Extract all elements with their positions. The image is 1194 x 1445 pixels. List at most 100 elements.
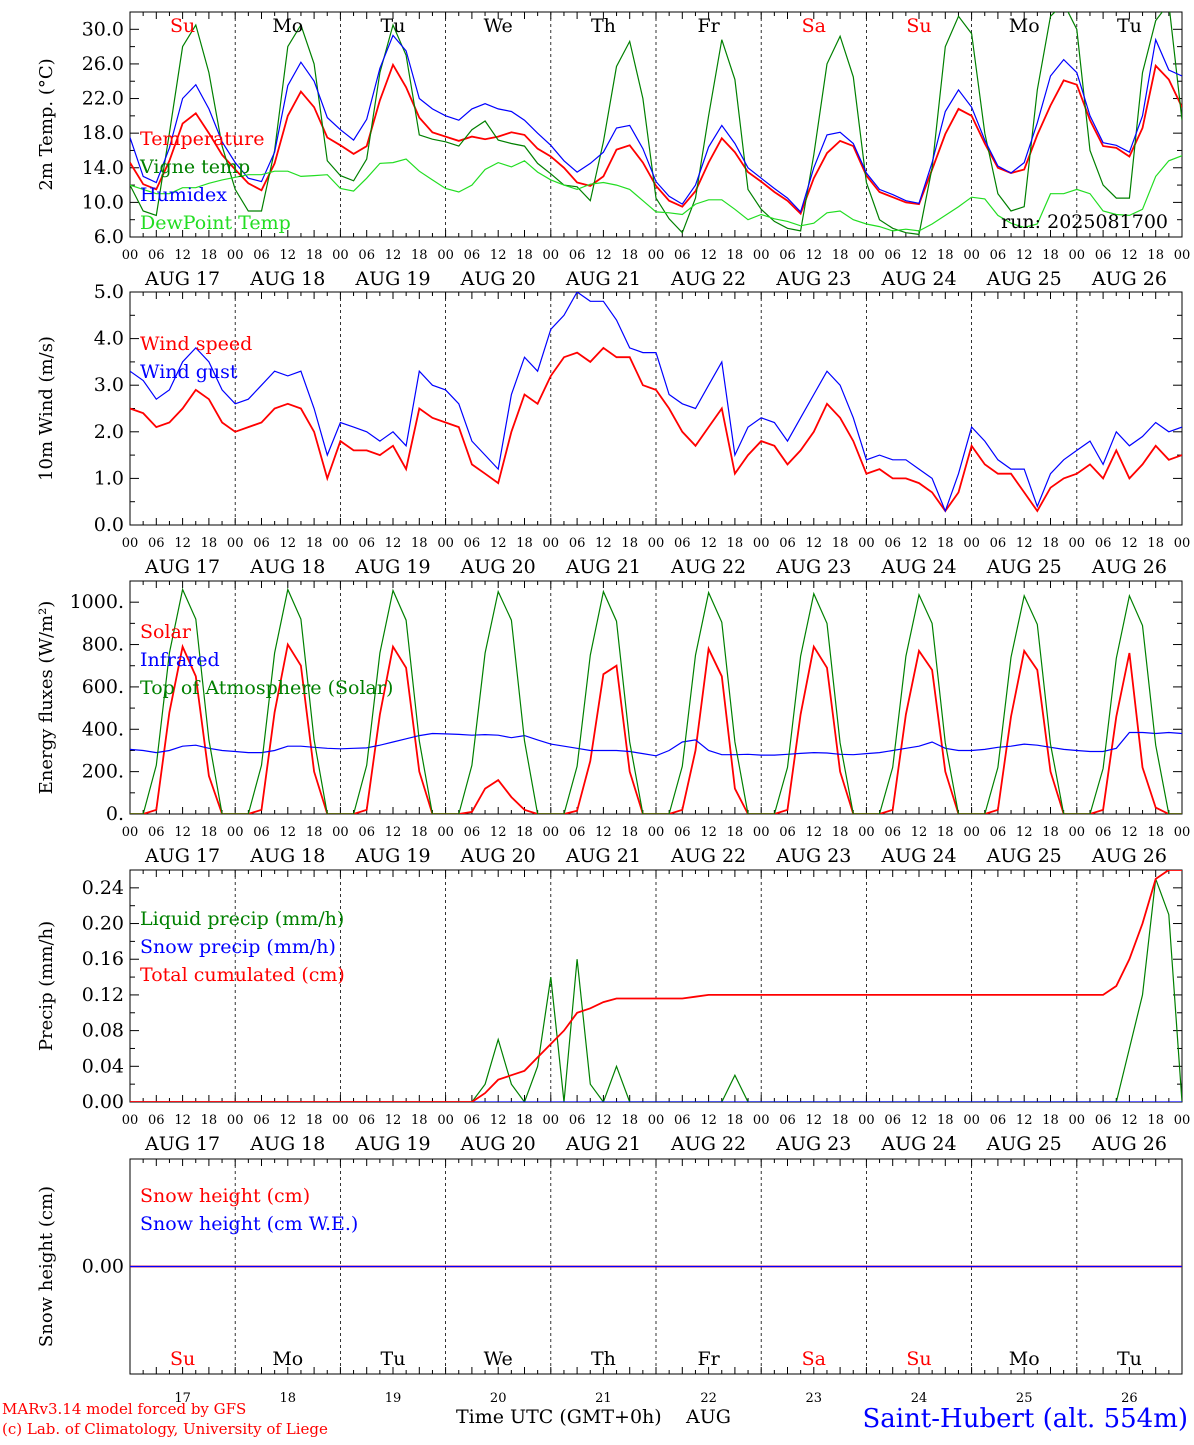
hour-tick-label: 00 xyxy=(227,825,244,840)
hour-tick-label: 06 xyxy=(1095,1113,1112,1128)
hour-tick-label: 12 xyxy=(595,1113,612,1128)
hour-tick-label: 00 xyxy=(543,248,560,263)
hour-tick-label: 18 xyxy=(832,248,849,263)
footer-model: MARv3.14 model forced by GFS xyxy=(2,1400,246,1418)
hour-tick-label: 06 xyxy=(253,825,270,840)
y-tick-label: 0.04 xyxy=(82,1055,124,1077)
hour-tick-label: 18 xyxy=(411,825,428,840)
hour-tick-label: 12 xyxy=(490,1113,507,1128)
hour-tick-label: 18 xyxy=(621,825,638,840)
date-label: AUG 22 xyxy=(670,1133,746,1155)
hour-tick-label: 00 xyxy=(227,536,244,551)
hour-tick-label: 06 xyxy=(674,248,691,263)
day-number: 19 xyxy=(385,1391,402,1406)
y-tick-label: 3.0 xyxy=(94,374,124,396)
weekday-label: Mo xyxy=(272,15,303,37)
hour-tick-label: 00 xyxy=(543,1113,560,1128)
y-tick-label: 0.08 xyxy=(82,1020,124,1042)
panel-2: 0.0 1.0 2.0 3.0 4.0 5.0 10m Wind (m/s) Wind spe… xyxy=(36,281,1190,578)
hour-tick-label: 18 xyxy=(201,248,218,263)
date-label: AUG 24 xyxy=(880,845,956,867)
weekday-label: Su xyxy=(170,1348,195,1370)
weekday-label: Th xyxy=(591,1348,616,1370)
hour-tick-label: 12 xyxy=(911,825,928,840)
weekday-label: Tu xyxy=(381,1348,406,1370)
hour-tick-label: 18 xyxy=(411,248,428,263)
date-label: AUG 26 xyxy=(1091,556,1167,578)
date-label: AUG 19 xyxy=(354,1133,430,1155)
series-line-total-cumulated-cm xyxy=(130,870,1182,1102)
legend-entry: Temperature xyxy=(140,128,264,150)
footer-lab: (c) Lab. of Climatology, University of L… xyxy=(2,1420,328,1438)
legend-entry: Humidex xyxy=(140,184,227,206)
date-label: AUG 19 xyxy=(354,556,430,578)
day-number: 17 xyxy=(174,1391,191,1406)
hour-tick-label: 06 xyxy=(1095,536,1112,551)
hour-tick-label: 12 xyxy=(700,825,717,840)
hour-tick-label: 06 xyxy=(1095,248,1112,263)
hour-tick-label: 18 xyxy=(201,1113,218,1128)
hour-tick-label: 06 xyxy=(253,1113,270,1128)
date-label: AUG 24 xyxy=(880,268,956,290)
weekday-label: Tu xyxy=(381,15,406,37)
hour-tick-label: 00 xyxy=(227,248,244,263)
y-tick-label: 0.00 xyxy=(82,1256,124,1278)
weekday-label: Sa xyxy=(802,1348,826,1370)
hour-tick-label: 18 xyxy=(937,825,954,840)
date-label: AUG 18 xyxy=(249,268,325,290)
legend-entry: Wind speed xyxy=(140,333,252,355)
hour-tick-label: 06 xyxy=(779,1113,796,1128)
footer-time-axis: Time UTC (GMT+0h) xyxy=(456,1406,662,1428)
hour-tick-label: 00 xyxy=(1174,248,1191,263)
date-label: AUG 19 xyxy=(354,268,430,290)
date-label: AUG 20 xyxy=(460,1133,536,1155)
date-label: AUG 18 xyxy=(249,845,325,867)
hour-tick-label: 00 xyxy=(648,1113,665,1128)
hour-tick-label: 18 xyxy=(516,1113,533,1128)
series-line-top-of-atmosphere-solar xyxy=(130,587,1182,814)
hour-tick-label: 00 xyxy=(332,248,349,263)
footer-month: AUG xyxy=(685,1406,731,1428)
hour-tick-label: 12 xyxy=(280,1113,297,1128)
y-tick-label: 200. xyxy=(82,761,124,783)
y-axis-label: Energy fluxes (W/m²) xyxy=(36,601,57,795)
date-label: AUG 17 xyxy=(144,1133,220,1155)
hour-tick-label: 06 xyxy=(569,825,586,840)
run-label: run: 2025081700 xyxy=(1001,211,1168,233)
hour-tick-label: 00 xyxy=(437,536,454,551)
hour-tick-label: 06 xyxy=(253,248,270,263)
date-label: AUG 20 xyxy=(460,268,536,290)
hour-tick-label: 12 xyxy=(595,825,612,840)
hour-tick-label: 18 xyxy=(516,248,533,263)
hour-tick-label: 18 xyxy=(1042,536,1059,551)
y-tick-label: 0.00 xyxy=(82,1091,124,1113)
hour-tick-label: 06 xyxy=(779,536,796,551)
hour-tick-label: 06 xyxy=(884,825,901,840)
hour-tick-label: 18 xyxy=(516,825,533,840)
legend-entry: Top of Atmosphere (Solar) xyxy=(140,677,393,699)
hour-tick-label: 06 xyxy=(990,248,1007,263)
hour-tick-label: 12 xyxy=(911,536,928,551)
hour-tick-label: 00 xyxy=(963,536,980,551)
hour-tick-label: 12 xyxy=(174,248,191,263)
legend-entry: Snow height (cm W.E.) xyxy=(140,1213,358,1235)
hour-tick-label: 18 xyxy=(1147,1113,1164,1128)
hour-tick-label: 06 xyxy=(148,248,165,263)
hour-tick-label: 00 xyxy=(963,248,980,263)
hour-tick-label: 18 xyxy=(306,536,323,551)
day-number: 20 xyxy=(490,1391,507,1406)
hour-tick-label: 06 xyxy=(674,536,691,551)
hour-tick-label: 12 xyxy=(490,825,507,840)
hour-tick-label: 06 xyxy=(464,536,481,551)
hour-tick-label: 18 xyxy=(727,248,744,263)
panel-5: 0.00 Snow height (cm) Snow height (cm) Snow… xyxy=(36,1158,1183,1375)
hour-tick-label: 12 xyxy=(700,1113,717,1128)
y-tick-label: 2.0 xyxy=(94,421,124,443)
legend-entry: Infrared xyxy=(140,649,220,671)
legend-entry: Liquid precip (mm/h) xyxy=(140,908,344,930)
hour-tick-label: 18 xyxy=(411,1113,428,1128)
y-tick-label: 18.0 xyxy=(82,122,124,144)
hour-tick-label: 06 xyxy=(569,536,586,551)
y-tick-label: 1000. xyxy=(70,591,124,613)
